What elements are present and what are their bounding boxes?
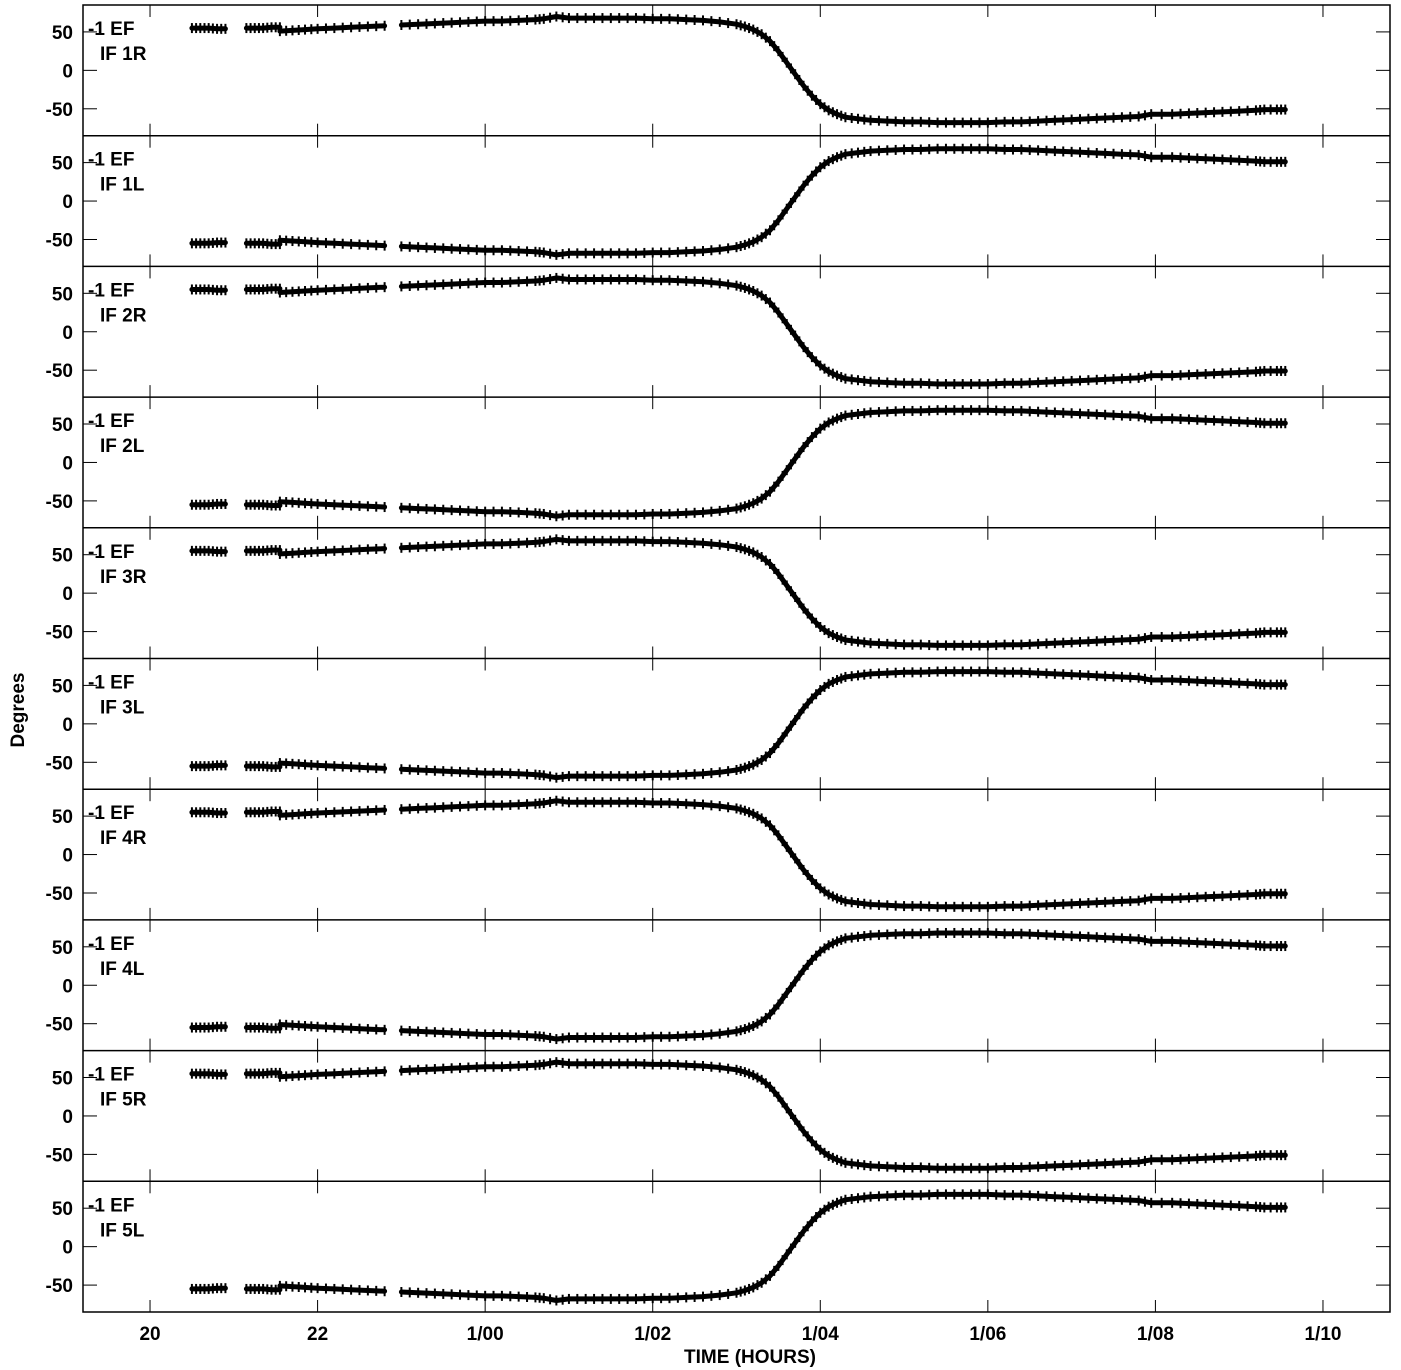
y-tick-label: -50 [46,1015,73,1036]
data-line-segment-3 [277,1283,388,1294]
y-tick-label: 50 [52,546,73,567]
panel-5: 50 0 -50 -1 EF IF 3R [46,527,1390,659]
panel-label-if: IF 1R [100,44,147,65]
x-tick-label: 22 [307,1324,328,1345]
y-tick-label: -50 [46,230,73,251]
panel-label-source: -1 EF [88,542,134,563]
data-line-segment-4 [398,146,1288,258]
x-tick-label: 1/02 [634,1324,671,1345]
panel-label-if: IF 3R [100,567,147,588]
y-tick-label: -50 [46,884,73,905]
panel-label-if: IF 2L [100,436,145,457]
panel-7: 50 0 -50 -1 EF IF 4R [46,788,1390,920]
panel-1: 50 0 -50 -1 EF IF 1R [46,5,1390,136]
panel-label-if: IF 4R [100,828,147,849]
panel-label-source: -1 EF [88,1065,134,1086]
panel-3: 50 0 -50 -1 EF IF 2R [46,265,1390,398]
y-tick-label: 50 [52,938,73,959]
data-line-segment-3 [277,807,388,818]
y-tick-label: 0 [62,192,73,213]
panel-label-if: IF 2R [100,305,147,326]
panel-label-source: -1 EF [88,673,134,694]
x-tick-label: 20 [139,1324,160,1345]
panel-2: 50 0 -50 -1 EF IF 1L [46,134,1390,267]
panel-label-source: -1 EF [88,150,134,171]
x-axis-title: TIME (HOURS) [684,1347,816,1368]
data-line-segment-3 [277,546,388,557]
y-axis-title: Degrees [8,673,29,748]
data-line-segment-4 [398,669,1288,781]
data-line-segment-4 [398,930,1288,1042]
panel-label-source: -1 EF [88,1195,134,1216]
y-tick-label: -50 [46,1145,73,1166]
data-line-segment-4 [398,536,1288,648]
panel-label-source: -1 EF [88,803,134,824]
panel-4: 50 0 -50 -1 EF IF 2L [46,396,1390,528]
y-tick-label: 0 [62,323,73,344]
y-tick-label: 0 [62,846,73,867]
panel-label-if: IF 5R [100,1090,147,1111]
data-line-segment-3 [277,284,388,295]
y-tick-label: 0 [62,1238,73,1259]
panels: 50 0 -50 -1 EF IF 1R 50 0 -50 -1 EF IF 1L 50 0 -50 -1… [46,5,1390,1312]
y-tick-label: 50 [52,23,73,44]
data-line-segment-4 [398,798,1288,910]
y-tick-label: 50 [52,154,73,175]
x-axis: 20 22 1/00 1/02 1/04 1/06 1/08 1/10 [139,1324,1341,1345]
panel-label-if: IF 4L [100,959,145,980]
y-tick-label: -50 [46,753,73,774]
panel-label-source: -1 EF [88,19,134,40]
y-tick-label: -50 [46,361,73,382]
data-line-segment-3 [277,1022,388,1033]
y-tick-label: 0 [62,61,73,82]
panel-label-if: IF 3L [100,698,145,719]
data-line-segment-4 [398,1191,1288,1303]
data-line-segment-3 [277,1068,388,1080]
panel-label-if: IF 1L [100,175,145,196]
data-line-segment-4 [398,1059,1288,1171]
panel-label-source: -1 EF [88,934,134,955]
x-tick-label: 1/00 [467,1324,504,1345]
y-tick-label: 0 [62,715,73,736]
panel-label-if: IF 5L [100,1220,145,1241]
data-line-segment-3 [277,23,388,34]
y-tick-label: -50 [46,1276,73,1297]
y-tick-label: 0 [62,976,73,997]
y-tick-label: 50 [52,284,73,305]
y-tick-label: 0 [62,584,73,605]
data-line-segment-4 [398,275,1288,387]
y-tick-label: -50 [46,492,73,513]
y-tick-label: -50 [46,623,73,644]
y-tick-label: -50 [46,100,73,121]
y-tick-label: 0 [62,453,73,474]
data-line-segment-4 [398,407,1288,519]
panel-6: 50 0 -50 -1 EF IF 3L [46,657,1390,790]
data-line-segment-3 [277,760,388,771]
data-line-segment-3 [277,237,388,249]
panel-10: 50 0 -50 -1 EF IF 5L [46,1180,1390,1312]
panel-label-source: -1 EF [88,411,134,432]
y-tick-label: 50 [52,1069,73,1090]
panel-9: 50 0 -50 -1 EF IF 5R [46,1049,1390,1182]
y-tick-label: 50 [52,676,73,697]
y-tick-label: 0 [62,1107,73,1128]
data-line-segment-3 [277,499,388,510]
data-line-segment-4 [398,14,1288,126]
x-tick-label: 1/08 [1137,1324,1174,1345]
y-tick-label: 50 [52,807,73,828]
y-tick-label: 50 [52,1199,73,1220]
x-tick-label: 1/06 [969,1324,1006,1345]
x-tick-label: 1/04 [802,1324,839,1345]
y-tick-label: 50 [52,415,73,436]
panel-label-source: -1 EF [88,280,134,301]
panel-8: 50 0 -50 -1 EF IF 4L [46,919,1390,1051]
x-tick-label: 1/10 [1304,1324,1341,1345]
